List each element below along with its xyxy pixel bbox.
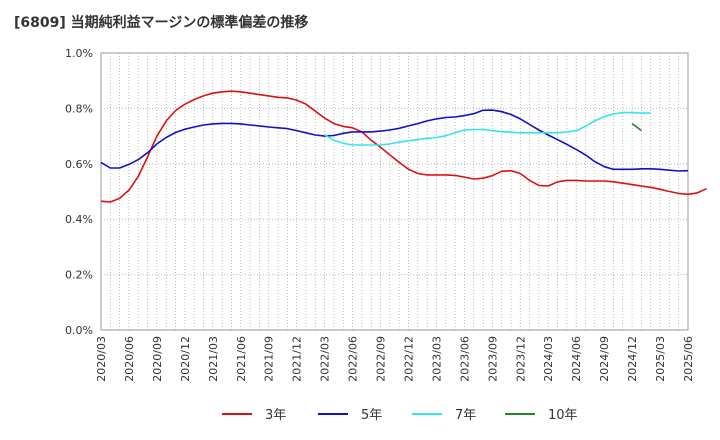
legend-label: 7年 — [455, 408, 476, 423]
y-tick-label: 1.0% — [65, 47, 93, 60]
x-tick-label: 2020/03 — [95, 336, 108, 382]
x-tick-label: 2021/09 — [263, 336, 276, 382]
x-tick-label: 2024/06 — [570, 336, 583, 382]
x-tick-label: 2024/09 — [598, 336, 611, 382]
x-tick-label: 2020/06 — [123, 336, 136, 382]
x-tick-label: 2020/12 — [179, 336, 192, 382]
legend-label: 3年 — [265, 408, 286, 423]
y-tick-label: 0.0% — [65, 324, 93, 337]
x-tick-label: 2022/03 — [319, 336, 332, 382]
y-tick-label: 0.2% — [65, 269, 93, 282]
x-tick-label: 2024/12 — [626, 336, 639, 382]
series-line-10年 — [631, 122, 642, 132]
x-tick-label: 2025/03 — [654, 336, 667, 382]
series-lines — [100, 90, 707, 203]
legend-label: 10年 — [548, 408, 578, 423]
x-tick-label: 2025/06 — [682, 336, 695, 382]
grid-lines — [101, 53, 688, 330]
x-axis-ticks: 2020/03 2020/06 2020/09 2020/12 2021/03 2021/… — [95, 336, 695, 382]
series-line-7年 — [324, 111, 651, 146]
x-tick-label: 2022/09 — [375, 336, 388, 382]
series-line-3年 — [100, 90, 707, 203]
x-tick-label: 2023/12 — [514, 336, 527, 382]
x-tick-label: 2021/03 — [207, 336, 220, 382]
x-tick-label: 2020/09 — [151, 336, 164, 382]
x-tick-label: 2022/12 — [402, 336, 415, 382]
x-tick-label: 2024/03 — [542, 336, 555, 382]
x-tick-label: 2023/03 — [430, 336, 443, 382]
x-tick-label: 2021/06 — [235, 336, 248, 382]
plot-border — [100, 52, 689, 331]
y-tick-label: 0.8% — [65, 102, 93, 115]
legend-label: 5年 — [361, 408, 382, 423]
y-axis-ticks: 0.0% 0.2% 0.4% 0.6% 0.8% 1.0% — [65, 47, 93, 337]
series-line-5年 — [100, 109, 689, 172]
y-tick-label: 0.4% — [65, 213, 93, 226]
x-tick-label: 2022/06 — [347, 336, 360, 382]
x-tick-label: 2023/06 — [458, 336, 471, 382]
y-tick-label: 0.6% — [65, 158, 93, 171]
x-tick-label: 2021/12 — [291, 336, 304, 382]
legend: 3年 5年 7年 10年 — [222, 408, 578, 423]
chart-title: [6809] 当期純利益マージンの標準偏差の推移 — [14, 15, 309, 31]
x-tick-label: 2023/09 — [486, 336, 499, 382]
